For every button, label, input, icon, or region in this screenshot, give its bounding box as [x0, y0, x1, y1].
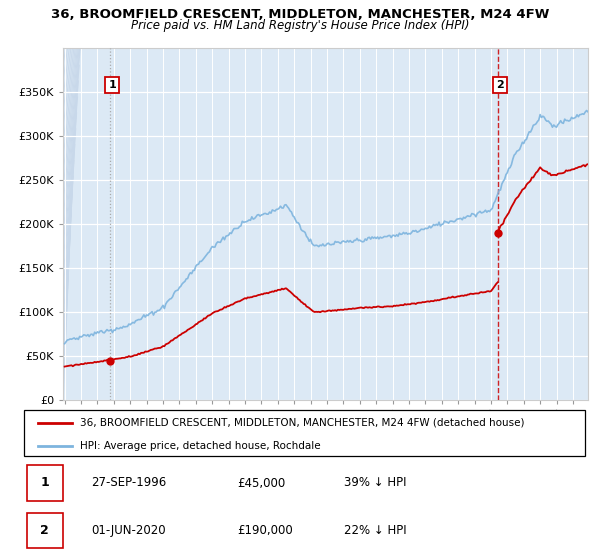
- Text: 2: 2: [40, 524, 49, 537]
- Text: 36, BROOMFIELD CRESCENT, MIDDLETON, MANCHESTER, M24 4FW: 36, BROOMFIELD CRESCENT, MIDDLETON, MANC…: [51, 8, 549, 21]
- Text: 01-JUN-2020: 01-JUN-2020: [91, 524, 166, 537]
- FancyBboxPatch shape: [24, 410, 585, 456]
- Text: HPI: Average price, detached house, Rochdale: HPI: Average price, detached house, Roch…: [80, 441, 321, 451]
- FancyBboxPatch shape: [27, 465, 63, 501]
- Text: 2: 2: [496, 80, 504, 90]
- Text: 22% ↓ HPI: 22% ↓ HPI: [344, 524, 406, 537]
- Text: 27-SEP-1996: 27-SEP-1996: [91, 477, 167, 489]
- Text: 36, BROOMFIELD CRESCENT, MIDDLETON, MANCHESTER, M24 4FW (detached house): 36, BROOMFIELD CRESCENT, MIDDLETON, MANC…: [80, 418, 524, 428]
- Text: £190,000: £190,000: [237, 524, 293, 537]
- Text: Price paid vs. HM Land Registry's House Price Index (HPI): Price paid vs. HM Land Registry's House …: [131, 19, 469, 32]
- FancyBboxPatch shape: [27, 513, 63, 548]
- Text: 1: 1: [40, 477, 49, 489]
- Text: £45,000: £45,000: [237, 477, 286, 489]
- Text: 1: 1: [109, 80, 116, 90]
- Text: 39% ↓ HPI: 39% ↓ HPI: [344, 477, 406, 489]
